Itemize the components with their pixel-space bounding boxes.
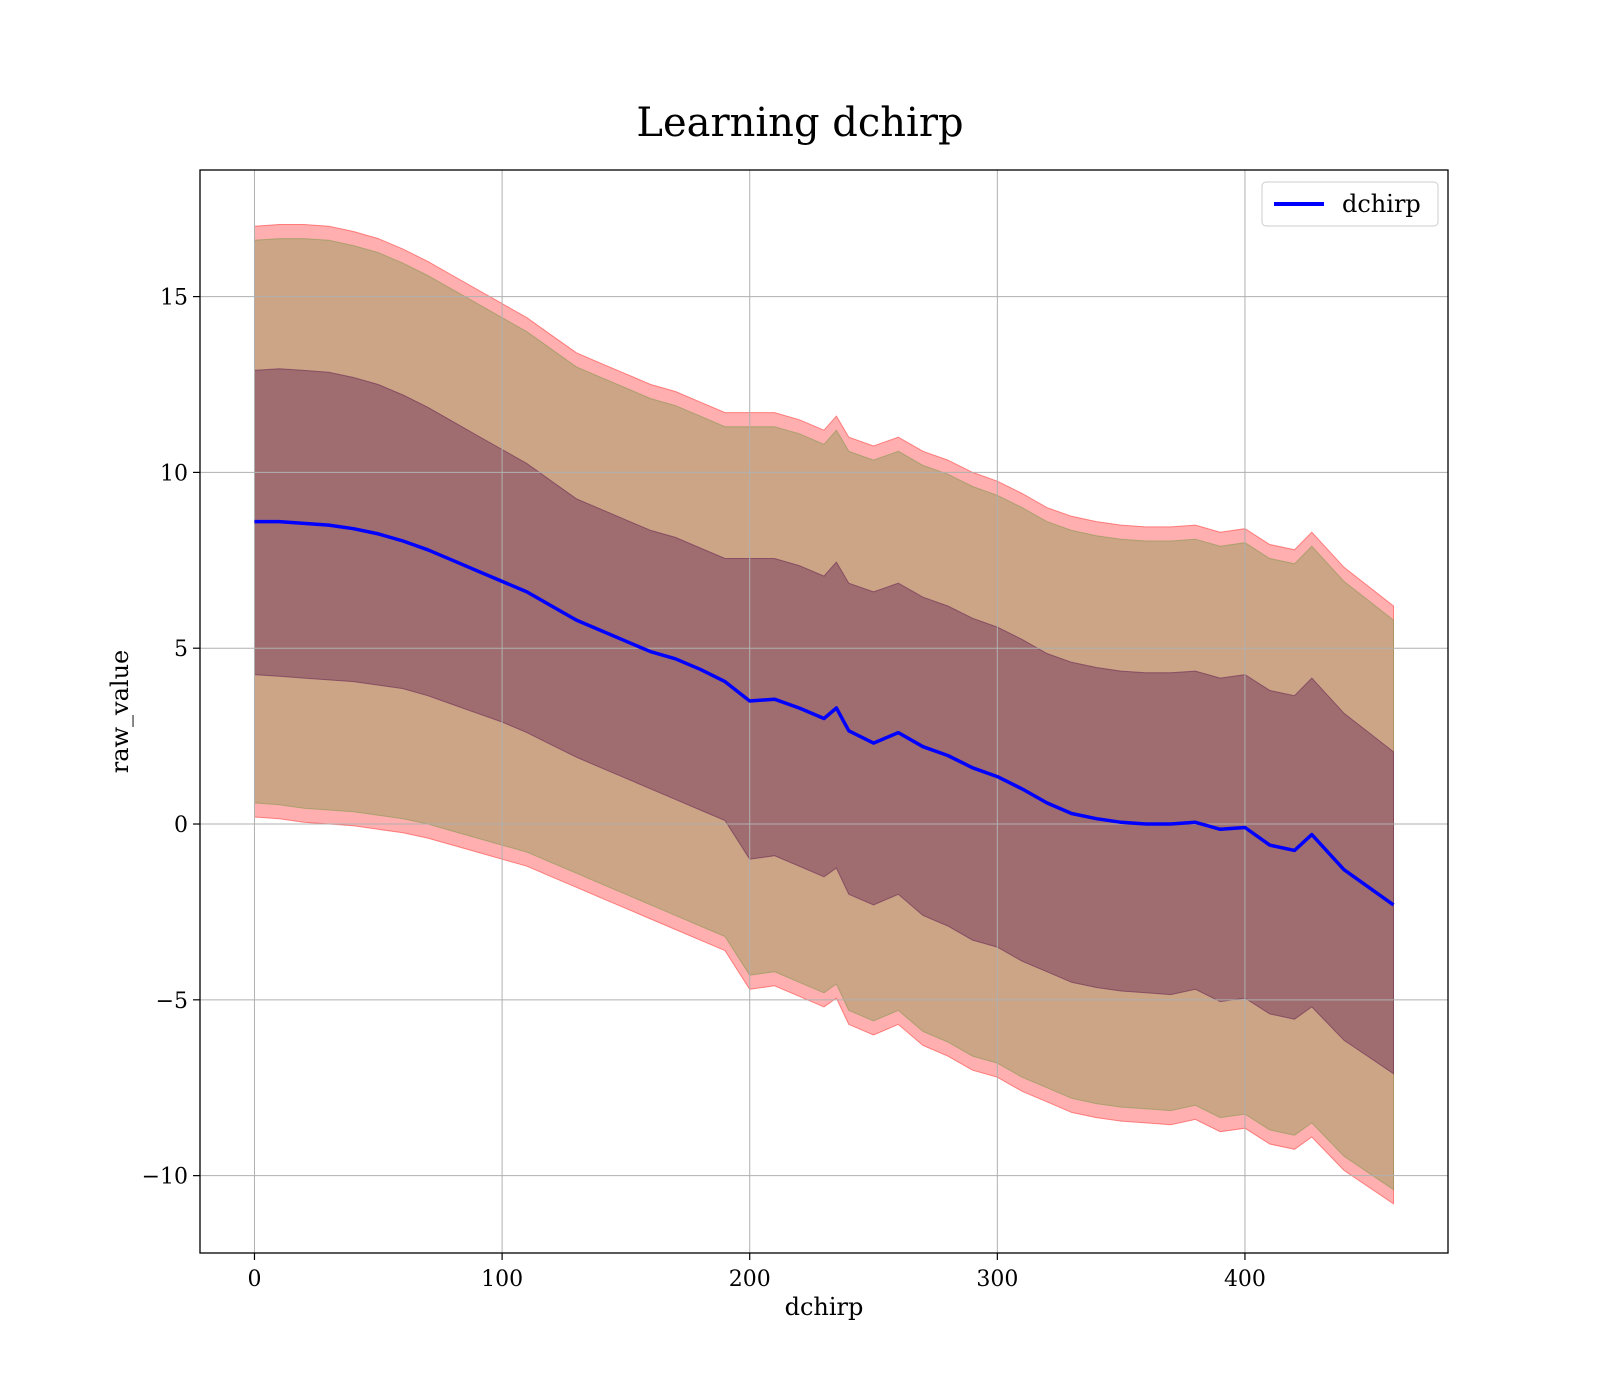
- chart-title: Learning dchirp: [636, 100, 964, 146]
- tick-layer: 0 100 200 300 400 −10 −5 0 5 10 15: [142, 286, 1266, 1292]
- x-tick-label: 0: [247, 1267, 261, 1292]
- grid-layer: [200, 170, 1448, 1253]
- x-tick-label: 100: [481, 1267, 523, 1292]
- y-axis-label: raw_value: [106, 650, 134, 774]
- x-tick-label: 400: [1224, 1267, 1266, 1292]
- outer-band: [254, 224, 1394, 1205]
- y-tick-label: 15: [160, 286, 188, 311]
- inner-band: [254, 368, 1394, 1075]
- y-tick-label: 5: [174, 637, 188, 662]
- x-axis-label: dchirp: [785, 1293, 864, 1321]
- series-line-dchirp: [254, 519, 1395, 907]
- y-tick-label: −5: [156, 989, 188, 1014]
- legend-box: [1261, 181, 1439, 227]
- y-tick-label: −10: [142, 1165, 188, 1190]
- x-tick-label: 300: [976, 1267, 1018, 1292]
- line-layer: [254, 519, 1395, 907]
- middle-band: [254, 238, 1394, 1191]
- y-tick-label: 10: [160, 461, 188, 486]
- legend-label-dchirp: dchirp: [1342, 190, 1421, 218]
- y-tick-label: 0: [174, 813, 188, 838]
- band-layer: [254, 224, 1394, 1205]
- axes-frame: [199, 169, 1449, 1254]
- x-tick-label: 200: [729, 1267, 771, 1292]
- legend: dchirp: [1261, 181, 1439, 227]
